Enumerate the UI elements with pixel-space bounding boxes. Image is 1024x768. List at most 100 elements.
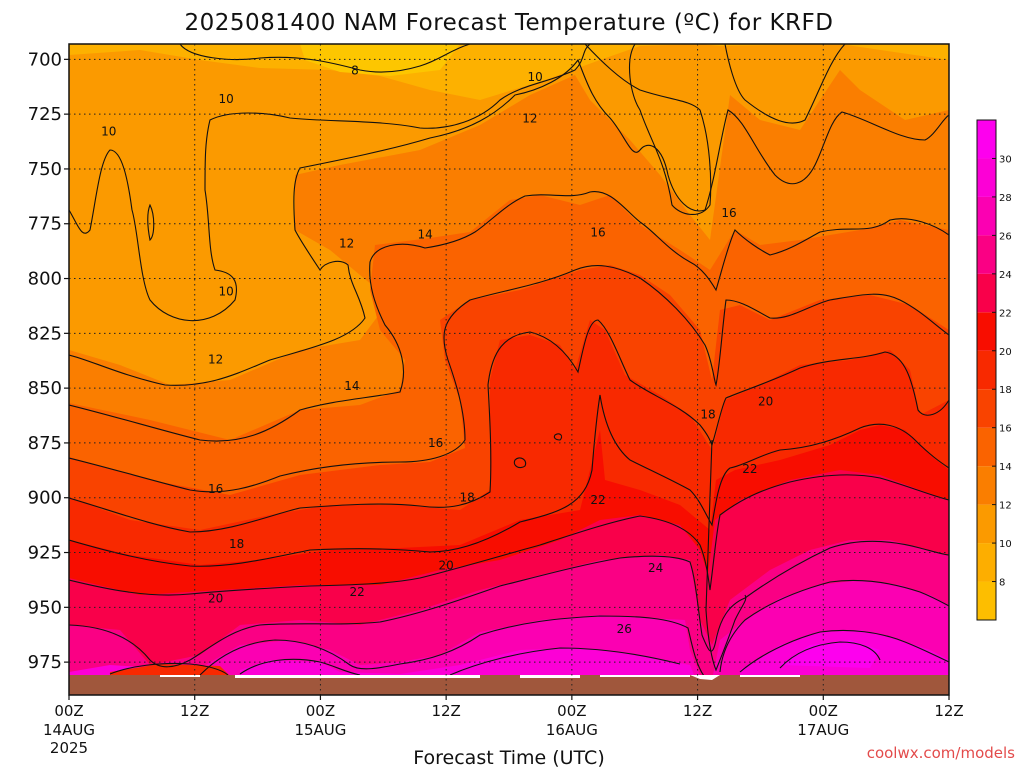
contour-8	[179, 44, 471, 73]
contour-labels: 8 10 10 10 10 12 12 12 14 14 16 16 16 16 18 18 18 20 20 20 2…	[101, 63, 773, 636]
x-tick-label: 00Z	[557, 702, 586, 720]
colorbar-frame	[976, 119, 997, 621]
band-lt8-core	[300, 44, 460, 76]
contour-label-18: 18	[459, 491, 474, 505]
contour-label-20: 20	[758, 394, 773, 408]
y-tick-label: 700	[28, 49, 62, 70]
contour-label-10: 10	[219, 92, 234, 106]
x-tick-label: 12Z	[431, 702, 460, 720]
colorbar-segment	[977, 158, 996, 197]
contour-26	[199, 579, 949, 677]
surface-edge	[160, 675, 800, 680]
contour-30	[779, 641, 881, 669]
credit-text[interactable]: coolwx.com/models	[867, 744, 1015, 762]
contour-label-12: 12	[522, 112, 537, 126]
colorbar: 8 10 12 14 16 18 20 22 24 26 28 30	[976, 119, 1012, 621]
contour-label-16: 16	[208, 482, 223, 496]
contour-label-22: 22	[349, 585, 364, 599]
contour-label-16: 16	[590, 226, 605, 240]
temperature-contour-lines	[69, 44, 949, 677]
x-tick-date: 15AUG	[294, 721, 346, 739]
colorbar-segment	[977, 389, 996, 428]
y-tick-label: 750	[28, 159, 62, 180]
grid-lines	[69, 44, 949, 695]
colorbar-segment	[977, 581, 996, 620]
colorbar-tick-label: 10	[999, 539, 1012, 550]
contour-label-18: 18	[229, 537, 244, 551]
colorbar-segment	[977, 196, 996, 236]
colorbar-tick-label: 18	[999, 385, 1012, 396]
colorbar-tick-label: 22	[999, 308, 1012, 319]
contour-label-10: 10	[528, 70, 543, 84]
x-tick-label: 12Z	[683, 702, 712, 720]
contour-18	[69, 319, 949, 533]
plot-frame	[68, 43, 950, 696]
colorbar-segment	[977, 120, 996, 159]
colorbar-tick-label: 28	[999, 193, 1012, 204]
contour-10-loop	[147, 203, 155, 242]
y-tick-label: 825	[28, 323, 62, 344]
contour-spike	[705, 439, 747, 672]
contour-22	[69, 474, 949, 596]
y-tick-label: 875	[28, 433, 62, 454]
y-tick-label: 850	[28, 378, 62, 399]
contour-20-loop	[513, 433, 563, 469]
x-tick-date: 17AUG	[797, 721, 849, 739]
y-tick-label: 725	[28, 104, 62, 125]
colorbar-tick-label: 8	[999, 578, 1005, 589]
contour-label-24: 24	[648, 561, 663, 575]
x-tick-date: 16AUG	[546, 721, 598, 739]
colorbar-tick-label: 20	[999, 347, 1012, 358]
x-tick-year: 2025	[50, 739, 88, 757]
contour-24	[69, 540, 949, 668]
contour-label-14: 14	[418, 228, 433, 242]
temperature-fill-bands	[69, 44, 949, 695]
contour-20	[69, 394, 949, 567]
colorbar-tick-label: 16	[999, 424, 1012, 435]
y-tick-label: 950	[28, 597, 62, 618]
colorbar-segment	[977, 273, 996, 313]
x-tick-label: 00Z	[809, 702, 838, 720]
colorbar-tick-label: 12	[999, 501, 1012, 512]
colorbar-segment	[977, 543, 996, 582]
colorbar-segment	[977, 350, 996, 390]
y-axis: 700 725 750 775 800 825 850 875 900 925 950 975	[28, 49, 69, 673]
contour-label-22: 22	[590, 493, 605, 507]
contour-label-16: 16	[428, 436, 443, 450]
colorbar-segment	[977, 235, 996, 274]
contour-label-8: 8	[351, 63, 359, 77]
contour-label-22: 22	[742, 462, 757, 476]
contour-16	[69, 265, 949, 493]
contour-label-16: 16	[721, 206, 736, 220]
contour-18-low	[109, 662, 229, 676]
colorbar-tick-label: 24	[999, 270, 1012, 281]
band-30	[780, 640, 880, 668]
contour-label-12: 12	[339, 236, 354, 250]
y-tick-label: 975	[28, 652, 62, 673]
x-tick-label: 00Z	[306, 702, 335, 720]
y-tick-label: 800	[28, 269, 62, 290]
colorbar-tick-label: 30	[999, 154, 1012, 165]
x-tick-label: 12Z	[934, 702, 963, 720]
contour-label-10: 10	[101, 125, 116, 139]
chart-title: 2025081400 NAM Forecast Temperature (ºC)…	[185, 10, 834, 36]
contour-label-18: 18	[700, 407, 715, 421]
x-tick-label: 12Z	[180, 702, 209, 720]
colorbar-segment	[977, 466, 996, 505]
y-tick-label: 775	[28, 214, 62, 235]
contour-label-26: 26	[617, 622, 632, 636]
contour-label-10: 10	[219, 285, 234, 299]
colorbar-tick-label: 26	[999, 231, 1012, 242]
contour-14	[69, 191, 949, 442]
contour-label-14: 14	[344, 379, 359, 393]
colorbar-tick-label: 14	[999, 462, 1012, 473]
y-tick-label: 925	[28, 543, 62, 564]
contour-label-12: 12	[208, 353, 223, 367]
colorbar-segment	[977, 312, 996, 351]
contour-10-right	[584, 44, 846, 215]
y-tick-label: 900	[28, 488, 62, 509]
colorbar-segment	[977, 504, 996, 544]
contour-label-20: 20	[208, 592, 223, 606]
